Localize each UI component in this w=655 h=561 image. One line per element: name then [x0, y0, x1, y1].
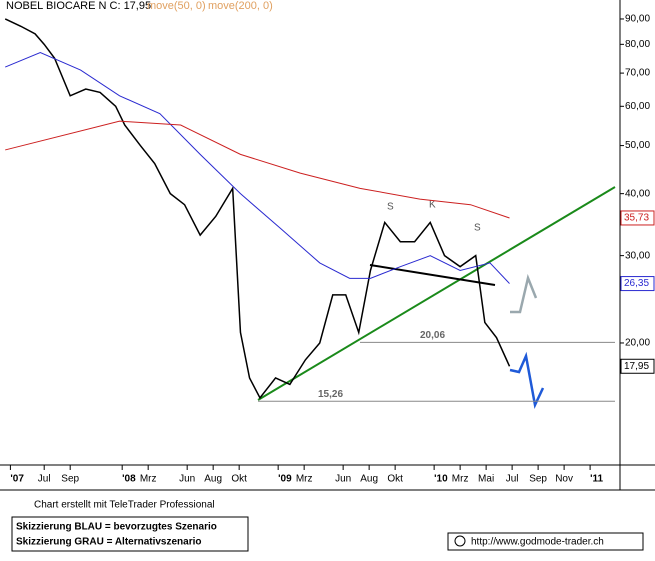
x-tick-label: Jun: [179, 474, 195, 485]
footer: Chart erstellt mit TeleTrader Profession…: [34, 500, 215, 511]
x-tick-label: Jun: [335, 474, 351, 485]
neckline: [369, 264, 496, 286]
grey-scenario: [510, 273, 538, 314]
value-label: 35,73: [624, 213, 649, 224]
value-label: 26,35: [624, 278, 649, 289]
legend-entry: move(200, 0): [208, 0, 273, 12]
value-label: 17,95: [624, 361, 649, 372]
x-tick-label: Mrz: [140, 474, 157, 485]
series-line: [5, 120, 510, 219]
url-box: [447, 532, 644, 551]
legend-entry: move(50, 0): [147, 0, 206, 12]
y-tick-label: 70,00: [625, 68, 650, 79]
y-tick-label: 20,00: [625, 338, 650, 349]
x-tick-label: Aug: [204, 474, 222, 485]
annotation: S: [474, 223, 481, 234]
annotation: S: [387, 202, 394, 213]
value-label-box: [620, 358, 655, 374]
url: http://www.godmode-trader.ch: [471, 537, 604, 548]
y-tick-label: 50,00: [625, 140, 650, 151]
annotation: K: [429, 200, 436, 211]
y-tick-label: 90,00: [625, 14, 650, 25]
x-tick-label: Sep: [61, 474, 79, 485]
trend-line: [257, 186, 616, 401]
y-tick-label: 60,00: [625, 101, 650, 112]
series-line: [4, 18, 511, 400]
legend-entry: NOBEL BIOCARE N C: 17,95: [6, 0, 151, 12]
x-tick-label: '09: [278, 474, 292, 485]
x-tick-label: '08: [122, 474, 136, 485]
x-tick-label: '07: [10, 474, 24, 485]
x-tick-label: Jul: [506, 474, 519, 485]
value-label-box: [620, 210, 655, 226]
value-label-box: [620, 276, 655, 292]
level-label: 20,06: [420, 330, 445, 341]
x-tick-label: Jul: [38, 474, 51, 485]
legend-box-line: Skizzierung GRAU = Alternativszenario: [16, 537, 202, 548]
level-label: 15,26: [318, 389, 343, 400]
y-tick-label: 80,00: [625, 39, 650, 50]
x-tick-label: Nov: [555, 474, 573, 485]
blue-scenario: [509, 351, 545, 410]
x-tick-label: Okt: [231, 474, 247, 485]
x-tick-label: Okt: [387, 474, 403, 485]
x-tick-label: Mrz: [452, 474, 469, 485]
legend-box: [11, 516, 249, 552]
copyright-icon: [454, 535, 466, 547]
legend-box-line: Skizzierung BLAU = bevorzugtes Szenario: [16, 522, 217, 533]
y-tick-label: 30,00: [625, 250, 650, 261]
series-line: [5, 52, 510, 284]
x-tick-label: Mrz: [296, 474, 313, 485]
y-tick-label: 40,00: [625, 188, 650, 199]
x-tick-label: '10: [434, 474, 448, 485]
x-tick-label: Mai: [478, 474, 494, 485]
x-tick-label: '11: [590, 474, 603, 485]
x-tick-label: Sep: [529, 474, 547, 485]
x-tick-label: Aug: [360, 474, 378, 485]
